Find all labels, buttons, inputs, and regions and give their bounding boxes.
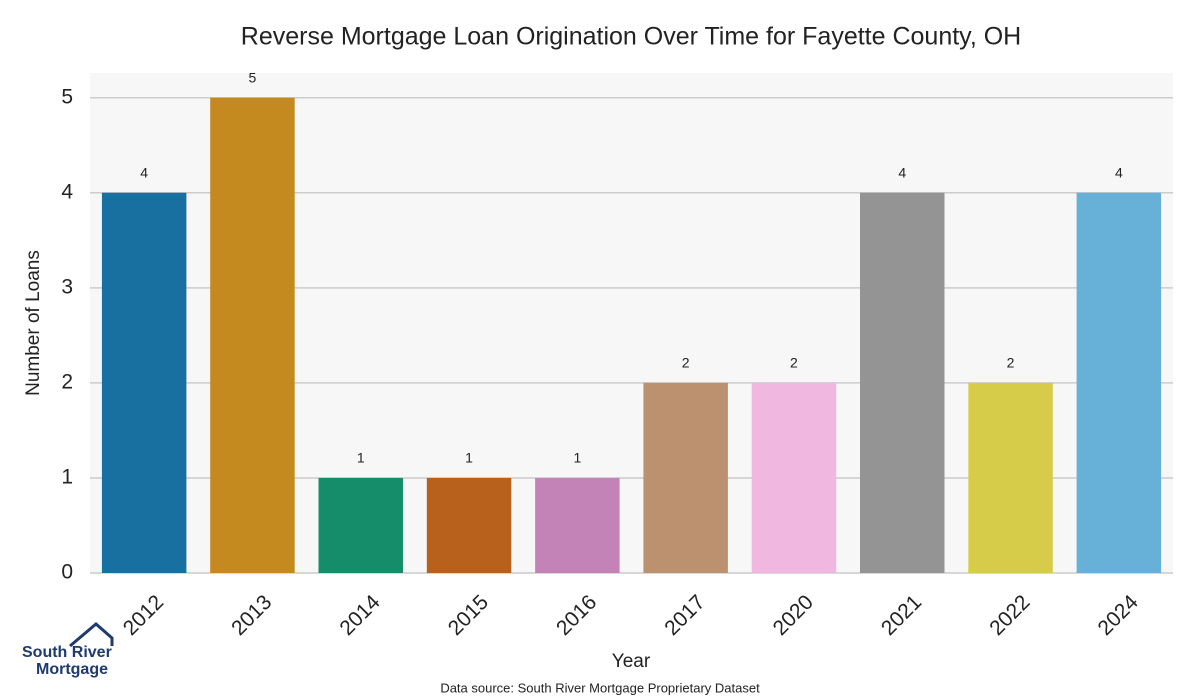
y-tick-label: 3 [61,275,73,298]
value-label: 5 [249,69,257,85]
value-label: 1 [465,450,473,466]
bar [426,477,512,573]
bar [210,97,295,573]
bar [101,192,187,574]
x-tick-label: 2015 [444,591,493,640]
bar [535,477,620,573]
logo-house [69,622,114,648]
value-label: 4 [140,164,148,180]
bar [860,192,945,574]
value-label: 2 [1007,355,1015,371]
y-tick-label: 1 [61,465,73,488]
bar [318,477,403,573]
value-label: 4 [1115,164,1123,180]
y-axis-label: Number of Loans [23,250,44,396]
value-label: 4 [898,164,906,180]
bar [968,382,1053,573]
x-tick-label: 2021 [877,591,926,640]
x-tick-label: 2020 [769,591,818,640]
chart-title: Reverse Mortgage Loan Origination Over T… [241,23,1021,51]
x-tick-label: 2024 [1094,590,1144,640]
x-tick-label: 2013 [227,591,276,640]
value-label: 2 [790,355,798,371]
x-tick-label: 2022 [985,591,1034,640]
bar [751,382,837,573]
x-tick-label: 2017 [660,591,709,640]
x-tick-label: 2014 [335,590,385,640]
logo-text: Mortgage [36,661,108,678]
value-label: 2 [682,355,690,371]
source-note: Data source: South River Mortgage Propri… [440,680,760,695]
logo: South River Mortgage [22,622,114,678]
x-tick-label: 2016 [552,591,601,640]
bar [643,382,728,573]
x-tick-label: 2012 [119,591,168,640]
value-label: 1 [357,450,365,466]
y-tick-label: 0 [61,561,73,584]
y-tick-label: 2 [61,370,73,393]
y-tick-label: 4 [61,180,73,203]
bar [1076,192,1162,574]
y-tick-label: 5 [61,85,73,108]
logo-text: South River [22,644,112,661]
x-axis-label: Year [612,651,651,672]
value-label: 1 [573,450,581,466]
